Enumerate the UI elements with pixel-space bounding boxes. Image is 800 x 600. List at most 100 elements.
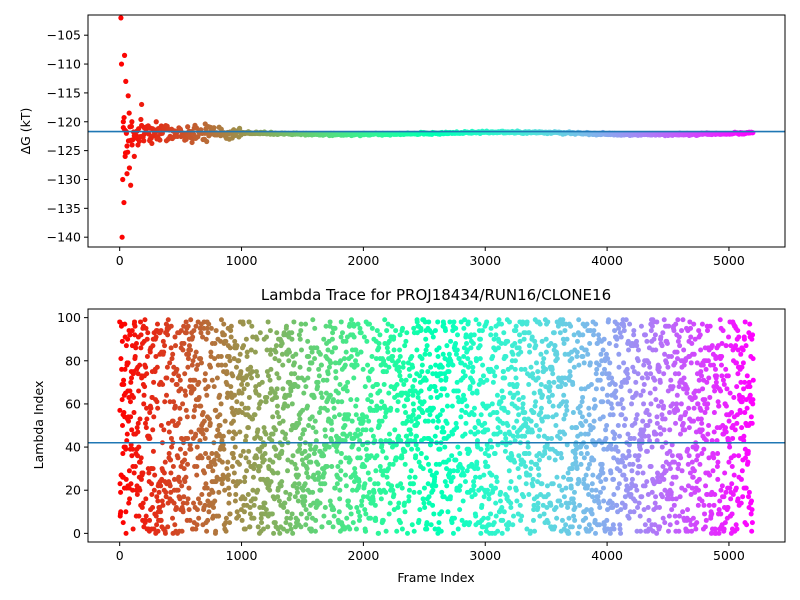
lambda-point: [603, 351, 609, 357]
lambda-point: [142, 384, 148, 390]
lambda-point: [593, 530, 599, 536]
lambda-point: [301, 427, 307, 433]
lambda-point: [674, 401, 680, 407]
lambda-point: [728, 496, 734, 502]
lambda-point: [450, 362, 456, 368]
lambda-point: [280, 418, 286, 424]
lambda-point: [194, 444, 200, 450]
lambda-point: [347, 431, 353, 437]
lambda-point: [381, 358, 387, 364]
lambda-point: [402, 509, 408, 515]
lambda-point: [185, 496, 191, 502]
lambda-point: [171, 500, 177, 506]
lambda-point: [568, 485, 574, 491]
lambda-point: [179, 435, 185, 441]
lambda-point: [481, 494, 487, 500]
lambda-point: [485, 515, 491, 521]
lambda-point: [305, 338, 311, 344]
lambda-point: [739, 364, 745, 370]
delta-g-point: [185, 124, 191, 130]
lambda-point: [408, 418, 414, 424]
lambda-point: [739, 468, 745, 474]
lambda-point: [675, 407, 681, 413]
lambda-point: [462, 373, 468, 379]
lambda-point: [523, 481, 529, 487]
lambda-point: [338, 451, 344, 457]
lambda-point: [457, 483, 463, 489]
lambda-point: [270, 431, 276, 437]
lambda-point: [526, 330, 532, 336]
lambda-point: [738, 351, 744, 357]
lambda-point: [588, 382, 594, 388]
lambda-point: [586, 405, 592, 411]
lambda-point: [361, 334, 367, 340]
lambda-point: [165, 420, 171, 426]
lambda-point: [236, 358, 242, 364]
lambda-point: [338, 334, 344, 340]
lambda-point: [275, 470, 281, 476]
lambda-point: [721, 494, 727, 500]
lambda-point: [428, 394, 434, 400]
lambda-point: [493, 500, 499, 506]
lambda-point: [432, 433, 438, 439]
lambda-point: [270, 459, 276, 465]
lambda-point: [129, 328, 135, 334]
lambda-point: [206, 455, 212, 461]
lambda-point: [591, 397, 597, 403]
lambda-point: [147, 517, 153, 523]
lambda-point: [327, 498, 333, 504]
lambda-point: [321, 453, 327, 459]
lambda-point: [393, 328, 399, 334]
lambda-point: [598, 351, 604, 357]
lambda-point: [238, 453, 244, 459]
lambda-point: [516, 397, 522, 403]
delta-g-point: [120, 176, 126, 183]
lambda-point: [621, 328, 627, 334]
lambda-point: [226, 429, 232, 435]
lambda-point: [155, 498, 161, 504]
lambda-point: [583, 472, 589, 478]
delta-g-point: [193, 125, 200, 131]
lambda-point: [616, 364, 622, 370]
lambda-point: [170, 418, 176, 424]
lambda-y-tick-label: 0: [73, 526, 81, 541]
lambda-point: [498, 399, 504, 405]
lambda-point: [363, 427, 369, 433]
lambda-point: [737, 410, 743, 416]
lambda-point: [552, 524, 558, 530]
lambda-point: [488, 332, 494, 338]
lambda-point: [733, 522, 739, 528]
lambda-point: [142, 420, 148, 426]
lambda-point: [151, 526, 157, 532]
lambda-point: [363, 446, 369, 452]
lambda-point: [421, 500, 427, 506]
lambda-point: [583, 418, 589, 424]
lambda-point: [670, 384, 676, 390]
lambda-point: [162, 530, 168, 536]
lambda-point: [378, 496, 384, 502]
lambda-point: [546, 399, 552, 405]
lambda-point: [357, 325, 363, 331]
lambda-point: [198, 360, 204, 366]
lambda-point: [558, 502, 564, 508]
lambda-point: [521, 494, 527, 500]
lambda-point: [182, 371, 188, 377]
lambda-point: [560, 317, 566, 323]
lambda-point: [140, 470, 146, 476]
lambda-point: [619, 397, 625, 403]
lambda-point: [686, 425, 692, 431]
lambda-point: [530, 483, 536, 489]
lambda-point: [545, 414, 551, 420]
lambda-point: [193, 526, 199, 532]
lambda-point: [236, 513, 242, 519]
lambda-point: [293, 466, 299, 472]
lambda-point: [415, 420, 421, 426]
lambda-point: [749, 498, 755, 504]
lambda-point: [587, 360, 593, 366]
lambda-point: [212, 356, 218, 362]
lambda-point: [525, 444, 531, 450]
lambda-point: [405, 530, 411, 536]
lambda-point: [357, 455, 363, 461]
lambda-point: [734, 420, 740, 426]
lambda-point: [247, 511, 253, 517]
